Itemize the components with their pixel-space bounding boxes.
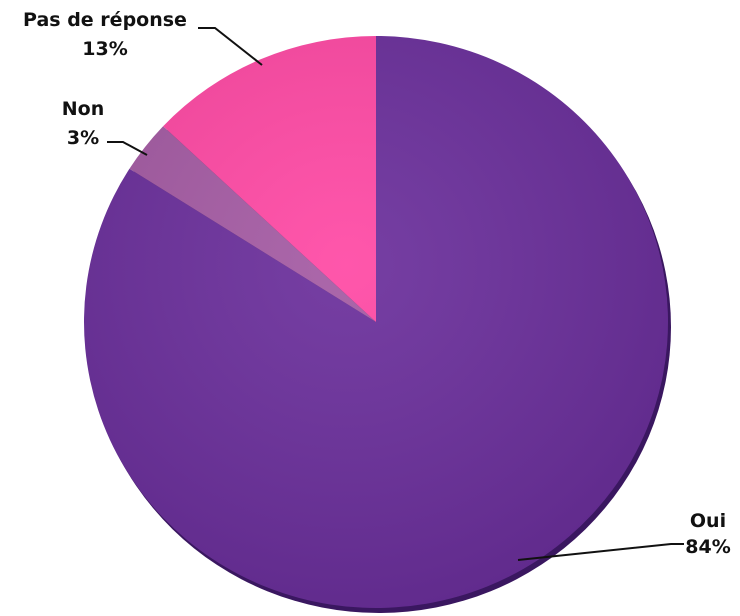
slice-label-oui: Oui — [690, 510, 726, 532]
slice-label-non: Non — [62, 98, 104, 120]
pie-slices — [84, 35, 669, 608]
slice-label-pas-de-reponse: Pas de réponse — [23, 9, 187, 31]
slice-value-non: 3% — [67, 127, 99, 149]
slice-value-oui: 84% — [685, 536, 730, 558]
slice-value-pas-de-reponse: 13% — [82, 38, 127, 60]
leader-line-oui — [517, 543, 684, 561]
leader-line-pas-de-reponse — [198, 27, 263, 66]
leader-line-non — [107, 141, 148, 156]
